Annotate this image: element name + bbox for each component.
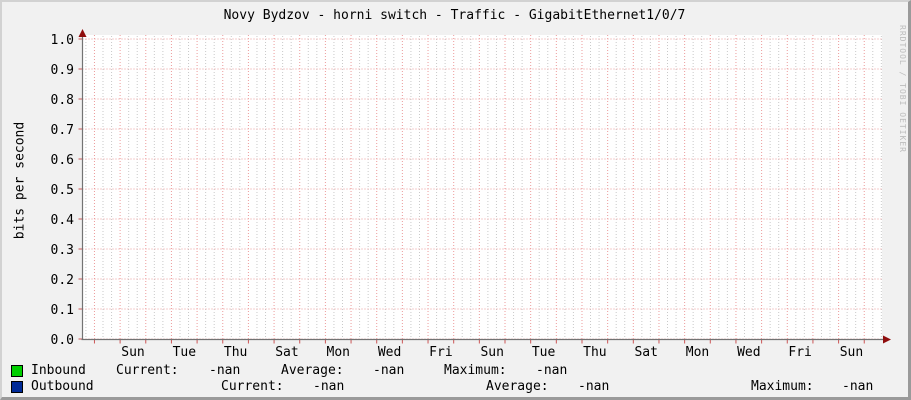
x-tick-label: Thu xyxy=(583,345,606,360)
y-tick-label: 0.2 xyxy=(51,273,74,288)
inbound-color-swatch xyxy=(11,365,23,377)
x-tick-label: Sat xyxy=(634,345,657,360)
inbound-maximum-value: -nan xyxy=(536,363,568,378)
x-tick-label: Tue xyxy=(532,345,556,360)
x-tick-label: Sun xyxy=(121,345,144,360)
x-tick-label: Wed xyxy=(378,345,401,360)
inbound-average-label: Average: xyxy=(281,363,344,378)
outbound-maximum-label: Maximum: xyxy=(751,379,814,394)
y-tick-label: 0.1 xyxy=(51,303,74,318)
inbound-label: Inbound xyxy=(31,363,86,378)
x-tick-label: Sun xyxy=(840,345,863,360)
x-axis-arrow xyxy=(883,335,891,344)
y-tick-label: 0.3 xyxy=(51,243,74,258)
inbound-maximum-label: Maximum: xyxy=(444,363,507,378)
graph-title: Novy Bydzov - horni switch - Traffic - G… xyxy=(223,8,686,23)
y-tick-label: 0.0 xyxy=(51,333,74,348)
outbound-average-label: Average: xyxy=(486,379,549,394)
y-axis-arrow xyxy=(78,29,87,37)
outbound-maximum-value: -nan xyxy=(842,379,874,394)
x-tick-label: Sun xyxy=(480,345,503,360)
outbound-color-swatch xyxy=(11,381,23,393)
plot-area xyxy=(82,35,882,340)
y-tick-label: 0.7 xyxy=(51,123,74,138)
inbound-average-value: -nan xyxy=(373,363,405,378)
x-tick-label: Thu xyxy=(224,345,247,360)
y-tick-label: 0.8 xyxy=(51,93,74,108)
x-tick-label: Fri xyxy=(429,345,452,360)
inbound-current-label: Current: xyxy=(116,363,179,378)
y-tick-label: 0.4 xyxy=(51,213,75,228)
y-tick-label: 0.9 xyxy=(51,63,74,78)
outbound-average-value: -nan xyxy=(578,379,610,394)
x-tick-label: Mon xyxy=(327,345,350,360)
inbound-current-value: -nan xyxy=(209,363,241,378)
y-tick-label: 0.6 xyxy=(51,153,74,168)
x-tick-label: Fri xyxy=(788,345,811,360)
outbound-current-value: -nan xyxy=(313,379,345,394)
x-tick-label: Wed xyxy=(737,345,760,360)
x-tick-label: Tue xyxy=(173,345,197,360)
outbound-label: Outbound xyxy=(31,379,94,394)
x-tick-label: Sat xyxy=(275,345,298,360)
y-tick-label: 1.0 xyxy=(51,33,74,48)
outbound-current-label: Current: xyxy=(221,379,284,394)
y-tick-label: 0.5 xyxy=(51,183,74,198)
x-tick-label: Mon xyxy=(686,345,709,360)
